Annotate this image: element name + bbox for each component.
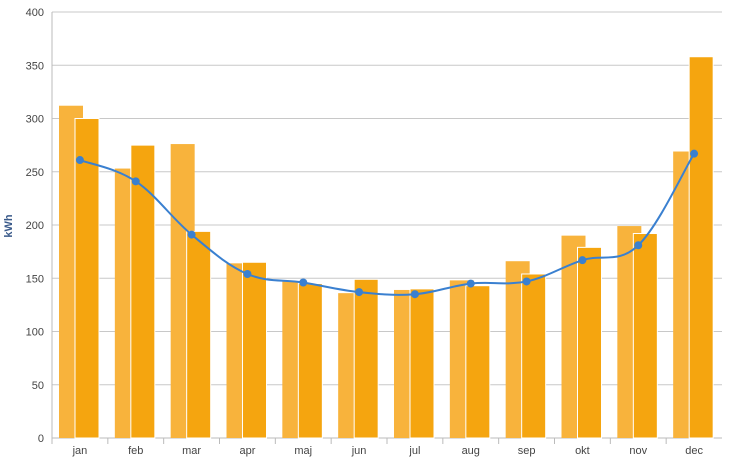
y-tick-label: 250 [26,167,44,179]
x-tick-label: okt [575,445,590,457]
line-point-aug [466,279,475,288]
line-point-jan [75,156,84,165]
line-point-feb [131,177,140,186]
bar-series2-feb [130,144,156,439]
bar-series2-okt [577,246,602,439]
bar-series2-sep [521,273,547,439]
y-axis-title: kWh [3,214,15,238]
bar-series2-mar [186,230,212,439]
x-tick-label: maj [294,445,312,457]
x-tick-label: feb [128,445,143,457]
bar-series2-nov [632,233,658,439]
x-tick-label: nov [629,445,647,457]
x-tick-label: apr [239,445,255,457]
line-point-nov [634,241,643,250]
x-tick-label: dec [685,445,703,457]
x-tick-label: jul [408,445,420,457]
bars [59,56,714,439]
line-point-dec [690,149,699,158]
y-tick-label: 100 [26,327,44,339]
y-tick-label: 0 [38,433,44,445]
y-tick-label: 350 [26,60,44,72]
line-point-jul [410,290,419,299]
y-tick-label: 50 [32,380,44,392]
bar-series2-dec [688,56,714,439]
line-point-maj [299,278,308,287]
x-axis-ticks: jan feb mar apr maj jun jul aug sep okt nov dec [51,438,703,457]
line-point-jun [355,288,364,297]
x-tick-label: mar [182,445,201,457]
x-tick-label: sep [518,445,536,457]
line-point-okt [578,256,587,265]
bar-series2-jul [409,288,435,439]
x-tick-label: jun [351,445,367,457]
y-axis-ticks: 0 50 100 150 200 250 300 350 400 [26,7,44,445]
line-path [79,153,695,296]
bar-series2-apr [242,261,267,439]
line-point-sep [522,277,531,286]
y-tick-label: 150 [26,273,44,285]
y-tick-label: 400 [26,7,44,19]
trend-line [75,149,699,299]
bar-series2-jun [353,278,379,439]
line-point-mar [187,230,196,239]
bar-series2-aug [465,285,491,439]
y-tick-label: 200 [26,220,44,232]
y-tick-label: 300 [26,114,44,126]
bar-series2-jan [74,118,100,439]
bar-series2-maj [297,283,323,439]
x-tick-label: jan [72,445,88,457]
x-tick-label: aug [462,445,480,457]
line-point-apr [243,269,252,278]
